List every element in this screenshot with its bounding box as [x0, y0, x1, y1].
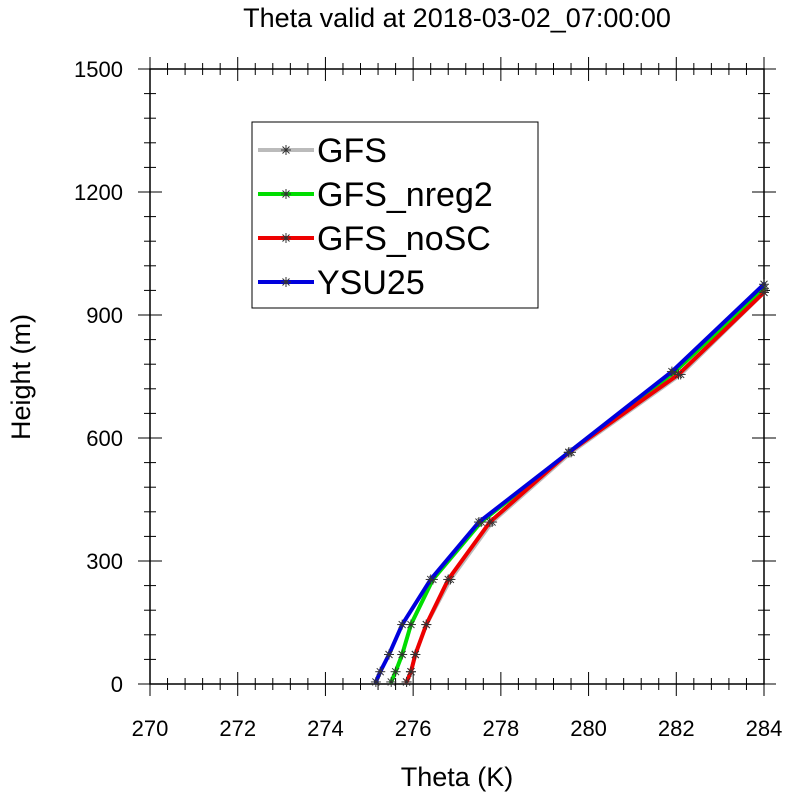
- legend-label: GFS_noSC: [317, 220, 491, 258]
- star-marker: [473, 517, 484, 528]
- legend-label: YSU25: [317, 264, 425, 302]
- y-tick-labels: 0 300 600 900 1200 1500: [74, 57, 123, 697]
- y-tick-label: 900: [86, 303, 123, 328]
- star-marker: [375, 666, 386, 677]
- star-marker: [666, 366, 677, 377]
- series-line-gfs: [404, 290, 766, 684]
- legend-item-gfs: GFS: [258, 132, 387, 170]
- star-marker: [390, 666, 401, 677]
- star-marker: [405, 666, 416, 677]
- axis-ticks: [138, 57, 776, 696]
- star-marker: [397, 619, 408, 630]
- star-marker: [281, 233, 291, 243]
- star-marker: [281, 277, 291, 287]
- plot-frame: [149, 68, 765, 685]
- legend-label: GFS: [317, 132, 387, 170]
- legend-item-ysu25: YSU25: [258, 264, 425, 302]
- x-tick-label: 282: [658, 716, 695, 741]
- legend-box: [251, 121, 539, 309]
- chart-title: Theta valid at 2018-03-02_07:00:00: [243, 3, 671, 33]
- star-marker: [410, 649, 421, 660]
- x-tick-label: 276: [395, 716, 432, 741]
- series-layer: [370, 279, 769, 687]
- legend-items: GFS GFS_nreg2 GFS_noSC YSU25: [258, 132, 493, 302]
- x-tick-labels: 270 272 274 276 278 280 282 284: [132, 716, 783, 741]
- y-tick-label: 1200: [74, 180, 123, 205]
- star-marker: [370, 676, 381, 687]
- x-tick-label: 284: [746, 716, 783, 741]
- legend: GFS GFS_nreg2 GFS_noSC YSU25: [251, 121, 539, 309]
- x-tick-label: 274: [307, 716, 344, 741]
- y-tick-label: 1500: [74, 57, 123, 82]
- star-marker: [425, 574, 436, 585]
- x-tick-label: 272: [219, 716, 256, 741]
- y-tick-label: 600: [86, 426, 123, 451]
- star-marker: [563, 447, 574, 458]
- star-marker: [281, 145, 291, 155]
- star-marker: [443, 574, 454, 585]
- star-marker: [759, 279, 769, 290]
- star-marker: [281, 189, 291, 199]
- star-marker: [401, 676, 412, 687]
- y-tick-label: 300: [86, 549, 123, 574]
- star-marker: [405, 619, 416, 630]
- x-tick-label: 278: [482, 716, 519, 741]
- legend-label: GFS_nreg2: [317, 176, 493, 214]
- star-marker: [397, 649, 408, 660]
- x-axis-label: Theta (K): [401, 762, 514, 792]
- series-markers-gfs-nosc: [401, 287, 769, 687]
- legend-item-gfs-nreg2: GFS_nreg2: [258, 176, 493, 214]
- star-marker: [421, 619, 432, 630]
- x-tick-label: 270: [132, 716, 169, 741]
- x-tick-label: 280: [570, 716, 607, 741]
- legend-item-gfs-nosc: GFS_noSC: [258, 220, 491, 258]
- star-marker: [386, 676, 397, 687]
- star-marker: [384, 649, 395, 660]
- y-axis-label: Height (m): [6, 314, 36, 440]
- y-tick-label: 0: [111, 672, 123, 697]
- series-markers-ysu25: [370, 279, 769, 687]
- series-markers-gfs: [401, 287, 769, 687]
- star-marker: [484, 517, 495, 528]
- series-line-gfs-nosc: [404, 290, 766, 684]
